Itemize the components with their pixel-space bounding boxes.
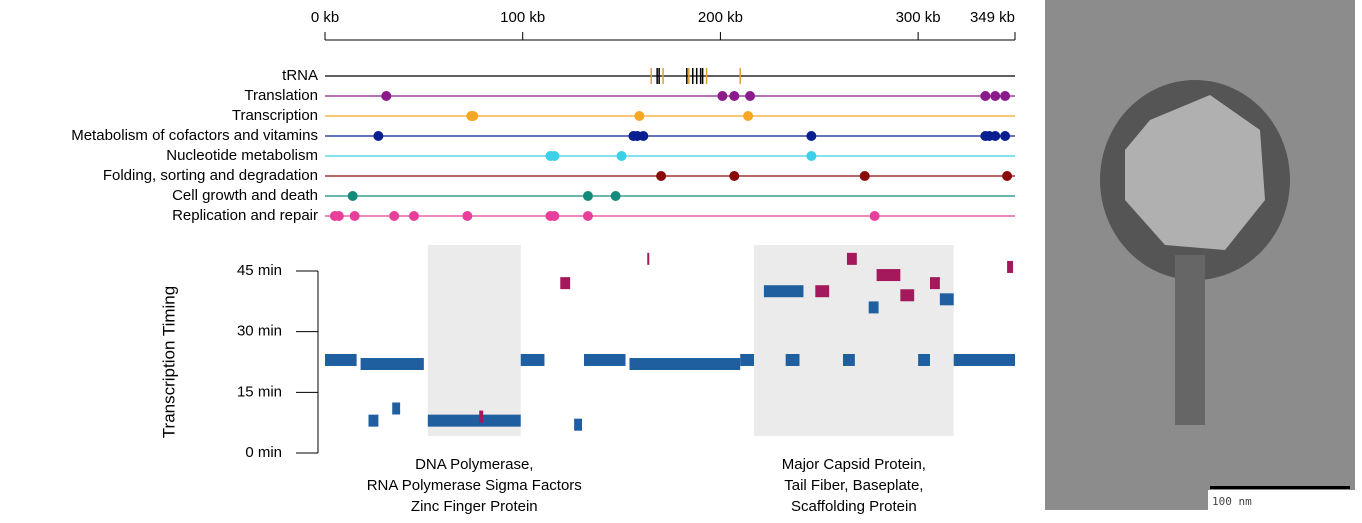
gene-dot — [468, 111, 479, 121]
highlight-label: Tail Fiber, Baseplate, — [784, 477, 923, 494]
timing-segment — [929, 277, 940, 290]
timing-segment — [629, 358, 741, 371]
track-label: Cell growth and death — [172, 187, 318, 204]
timing-segment — [574, 418, 583, 431]
gene-dot — [638, 131, 649, 141]
timing-segment — [368, 414, 379, 427]
gene-dot — [610, 191, 621, 201]
gene-dot — [729, 171, 740, 181]
highlight-label: Scaffolding Protein — [791, 498, 917, 515]
timing-segment — [583, 353, 626, 366]
tail — [1175, 255, 1205, 425]
timing-segment — [479, 410, 484, 423]
gene-dot — [806, 131, 817, 141]
gene-dot — [869, 211, 880, 221]
gene-dot — [990, 131, 1001, 141]
timing-segment — [939, 293, 954, 306]
y-tick-label: 30 min — [237, 323, 282, 340]
gene-dot — [381, 91, 392, 101]
gene-dot — [745, 91, 756, 101]
gene-dot — [582, 191, 593, 201]
x-tick-label: 300 kb — [896, 9, 941, 26]
timing-segment — [560, 277, 571, 290]
em-image: 100 nm — [1045, 0, 1355, 510]
highlight-label: Major Capsid Protein, — [782, 456, 926, 473]
scale-label: 100 nm — [1212, 495, 1252, 508]
timing-segment — [815, 285, 830, 298]
y-tick-label: 45 min — [237, 262, 282, 279]
highlight — [427, 245, 521, 436]
gene-dot — [743, 111, 754, 121]
gene-dot — [549, 151, 560, 161]
y-tick-label: 15 min — [237, 383, 282, 400]
y-axis-title: Transcription Timing — [159, 286, 178, 438]
scale-box — [1208, 490, 1355, 510]
timing-segment — [876, 269, 901, 282]
timing-segment — [392, 402, 401, 415]
timing-segment — [953, 353, 1015, 366]
y-tick-label: 0 min — [245, 444, 282, 461]
highlight-label: DNA Polymerase, — [415, 456, 533, 473]
gene-dot — [634, 111, 645, 121]
timing-segment — [900, 289, 915, 302]
timing-segment — [520, 353, 545, 366]
gene-dot — [1000, 91, 1011, 101]
timing-segment — [1007, 260, 1014, 273]
gene-dot — [806, 151, 817, 161]
timing-segment — [740, 353, 755, 366]
gene-dot — [729, 91, 740, 101]
gene-dot — [859, 171, 870, 181]
timing-segment — [325, 353, 357, 366]
gene-dot — [333, 211, 344, 221]
gene-dot — [347, 191, 358, 201]
gene-dot — [980, 91, 991, 101]
gene-dot — [462, 211, 473, 221]
timing-segment — [763, 285, 804, 298]
track-label: Metabolism of cofactors and vitamins — [71, 127, 318, 144]
gene-dot — [990, 91, 1001, 101]
capsid — [1125, 95, 1265, 250]
gene-dot — [656, 171, 667, 181]
gene-dot — [408, 211, 419, 221]
highlight-label: RNA Polymerase Sigma Factors — [367, 477, 582, 494]
track-label: Nucleotide metabolism — [166, 147, 318, 164]
gene-dot — [349, 211, 360, 221]
gene-dot — [1000, 131, 1011, 141]
track-label: Replication and repair — [172, 207, 318, 224]
x-tick-label: 0 kb — [311, 9, 339, 26]
timing-segment — [785, 353, 800, 366]
highlight — [754, 245, 954, 436]
timing-segment — [360, 358, 424, 371]
timing-segment — [846, 252, 857, 265]
timing-segment — [842, 353, 855, 366]
gene-dot — [717, 91, 728, 101]
x-tick-label: 100 kb — [500, 9, 545, 26]
x-tick-label: 349 kb — [970, 9, 1015, 26]
gene-dot — [373, 131, 384, 141]
gene-dot — [549, 211, 560, 221]
x-tick-label: 200 kb — [698, 9, 743, 26]
scale-bar — [1210, 486, 1350, 489]
timing-segment — [427, 414, 521, 427]
gene-dot — [1002, 171, 1013, 181]
gene-dot — [616, 151, 627, 161]
track-label: tRNA — [282, 67, 318, 84]
highlight-label: Zinc Finger Protein — [411, 498, 538, 515]
timing-segment — [918, 353, 930, 366]
gene-dot — [582, 211, 593, 221]
timing-segment — [647, 252, 650, 265]
timing-segment — [868, 301, 879, 314]
track-label: Folding, sorting and degradation — [103, 167, 318, 184]
track-label: Transcription — [232, 107, 318, 124]
track-label: Translation — [244, 87, 318, 104]
gene-dot — [389, 211, 400, 221]
